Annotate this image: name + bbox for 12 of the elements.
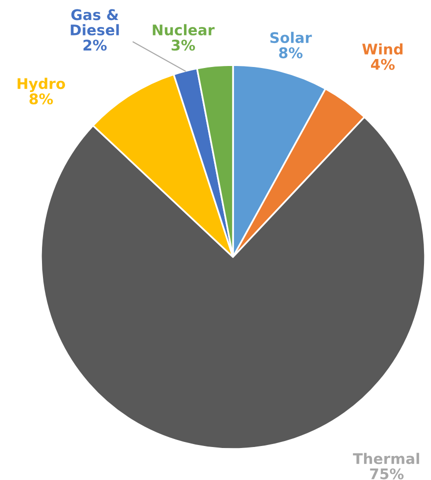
data-label: 4% — [371, 58, 395, 70]
slice-label: Nuclear — [152, 24, 215, 36]
data-label: 75% — [370, 468, 404, 480]
data-label: 2% — [84, 40, 107, 51]
slice-label: Solar — [270, 32, 312, 44]
slice-label: Gas & Diesel — [70, 9, 119, 36]
data-label: 8% — [279, 47, 303, 58]
data-label: 8% — [30, 93, 53, 104]
slice-label: Wind — [362, 43, 402, 55]
slice-label: Thermal — [352, 452, 420, 464]
slice-label: Hydro — [18, 78, 66, 92]
data-label: 3% — [172, 40, 195, 51]
